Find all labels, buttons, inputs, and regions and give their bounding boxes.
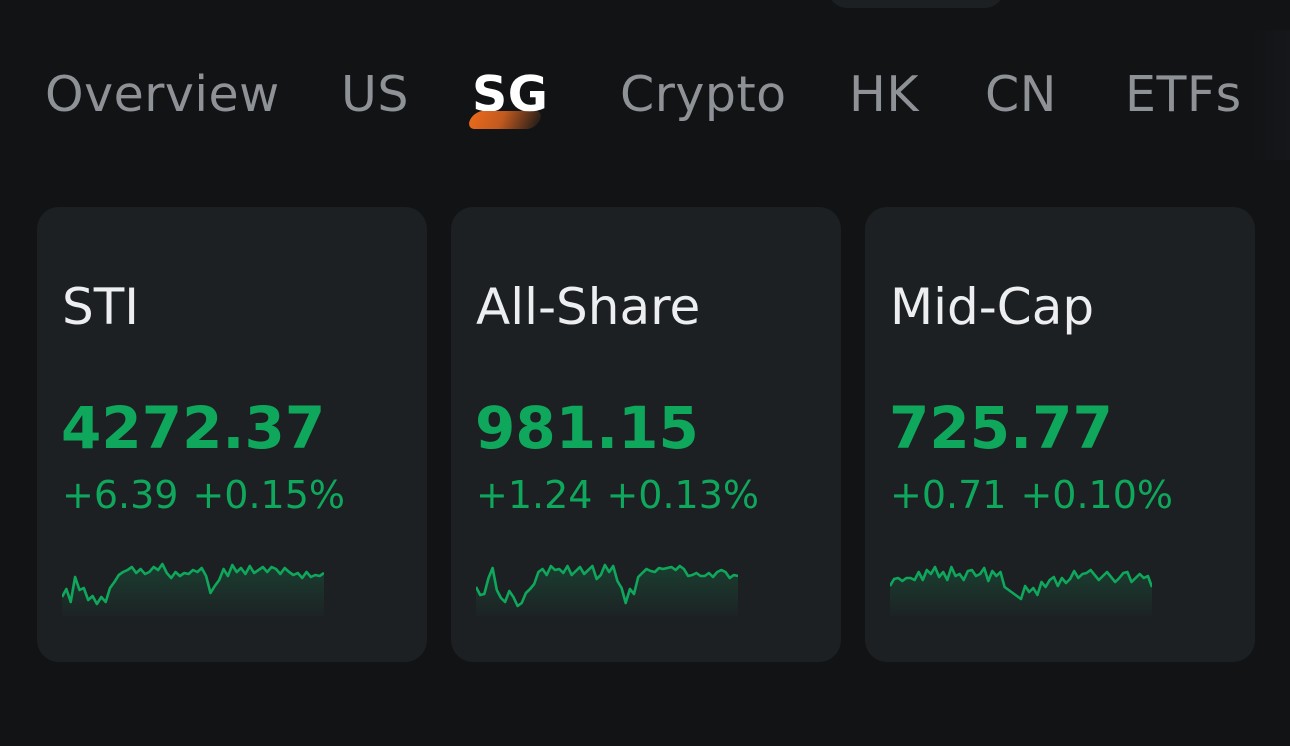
sparkline-line — [476, 563, 738, 608]
sparkline-line — [62, 562, 324, 606]
index-change-percent: +0.15% — [192, 473, 346, 517]
index-card-sti[interactable]: STI 4272.37 +6.39 +0.15% — [37, 207, 427, 662]
tabs-scroll-fade — [1250, 30, 1290, 160]
index-change-value: +6.39 — [62, 473, 179, 517]
index-price: 725.77 — [889, 394, 1113, 462]
market-tabs: Overview US SG Crypto HK CN ETFs — [0, 60, 1290, 140]
tab-us[interactable]: US — [341, 66, 409, 123]
index-sparkline — [476, 563, 738, 616]
index-card-all-share[interactable]: All-Share 981.15 +1.24 +0.13% — [451, 207, 841, 662]
drag-handle[interactable] — [828, 0, 1004, 8]
index-change: +1.24 +0.13% — [476, 472, 759, 518]
sparkline-line — [890, 565, 1152, 601]
index-price: 981.15 — [475, 394, 699, 462]
sparkline-area — [62, 564, 324, 616]
index-price: 4272.37 — [61, 394, 326, 462]
sparkline-area — [890, 567, 1152, 616]
index-change-percent: +0.13% — [606, 473, 760, 517]
tab-hk[interactable]: HK — [849, 66, 919, 123]
index-name: STI — [62, 278, 140, 336]
index-name: Mid-Cap — [890, 278, 1095, 336]
tab-cn[interactable]: CN — [985, 66, 1057, 123]
sparkline-area — [476, 565, 738, 616]
active-tab-indicator — [465, 111, 545, 129]
tab-etfs[interactable]: ETFs — [1125, 66, 1242, 123]
index-sparkline — [62, 562, 324, 616]
tab-crypto[interactable]: Crypto — [620, 66, 787, 123]
index-card-mid-cap[interactable]: Mid-Cap 725.77 +0.71 +0.10% — [865, 207, 1255, 662]
index-name: All-Share — [476, 278, 701, 336]
index-change-percent: +0.10% — [1020, 473, 1174, 517]
index-change: +0.71 +0.10% — [890, 472, 1173, 518]
index-change-value: +0.71 — [890, 473, 1007, 517]
index-change-value: +1.24 — [476, 473, 593, 517]
index-sparkline — [890, 565, 1152, 616]
index-change: +6.39 +0.15% — [62, 472, 345, 518]
tab-overview[interactable]: Overview — [45, 66, 280, 123]
